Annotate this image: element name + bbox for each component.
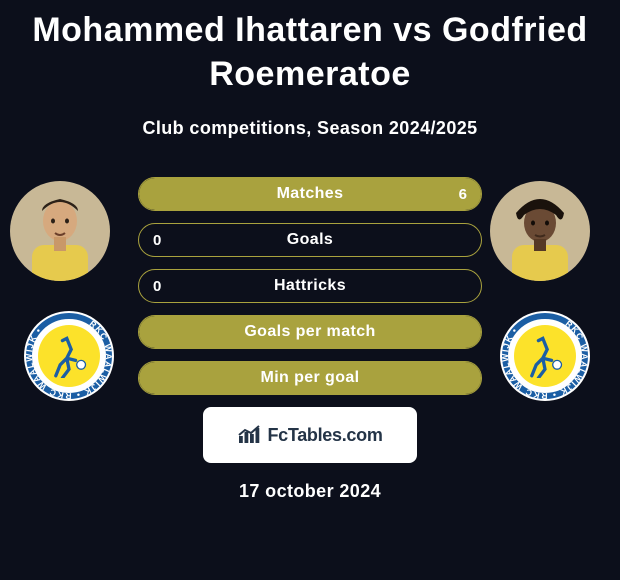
stat-label: Hattricks <box>139 270 481 302</box>
svg-text:RKC WAALWIJK • RKC WAALWIJK •: RKC WAALWIJK • RKC WAALWIJK • <box>500 319 590 402</box>
stat-row-matches: Matches 6 <box>138 177 482 211</box>
player-photo-left <box>10 181 110 281</box>
stat-label: Goals per match <box>139 316 481 348</box>
title-line-1: Mohammed Ihattaren vs Godfried <box>32 11 587 49</box>
stats-list: Matches 6 0 Goals 0 Hattricks Goals per … <box>138 177 482 395</box>
player-silhouette-icon <box>506 197 574 281</box>
stat-row-hattricks: 0 Hattricks <box>138 269 482 303</box>
club-logo-text-icon: RKC WAALWIJK • RKC WAALWIJK • <box>500 311 590 401</box>
site-badge[interactable]: FcTables.com <box>203 407 417 463</box>
stat-label: Min per goal <box>139 362 481 394</box>
stat-value-right: 6 <box>459 178 467 210</box>
subtitle: Club competitions, Season 2024/2025 <box>0 118 620 139</box>
club-logo-text-icon: RKC WAALWIJK • RKC WAALWIJK • <box>24 311 114 401</box>
stat-label: Matches <box>139 178 481 210</box>
club-logo-right: RKC WAALWIJK • RKC WAALWIJK • <box>500 311 590 401</box>
player-photo-right <box>490 181 590 281</box>
stat-row-min-per-goal: Min per goal <box>138 361 482 395</box>
content: RKC WAALWIJK • RKC WAALWIJK • RKC WAALWI… <box>0 177 620 502</box>
player-silhouette-icon <box>26 197 94 281</box>
title: Mohammed Ihattaren vs Godfried Roemerato… <box>0 0 620 96</box>
stat-label: Goals <box>139 224 481 256</box>
site-name: FcTables.com <box>267 425 382 446</box>
stat-row-goals-per-match: Goals per match <box>138 315 482 349</box>
club-logo-left: RKC WAALWIJK • RKC WAALWIJK • <box>24 311 114 401</box>
svg-text:RKC WAALWIJK • RKC WAALWIJK •: RKC WAALWIJK • RKC WAALWIJK • <box>24 319 114 402</box>
chart-icon <box>237 425 261 445</box>
title-line-2: Roemeratoe <box>209 55 411 93</box>
stat-row-goals: 0 Goals <box>138 223 482 257</box>
date: 17 october 2024 <box>0 481 620 502</box>
